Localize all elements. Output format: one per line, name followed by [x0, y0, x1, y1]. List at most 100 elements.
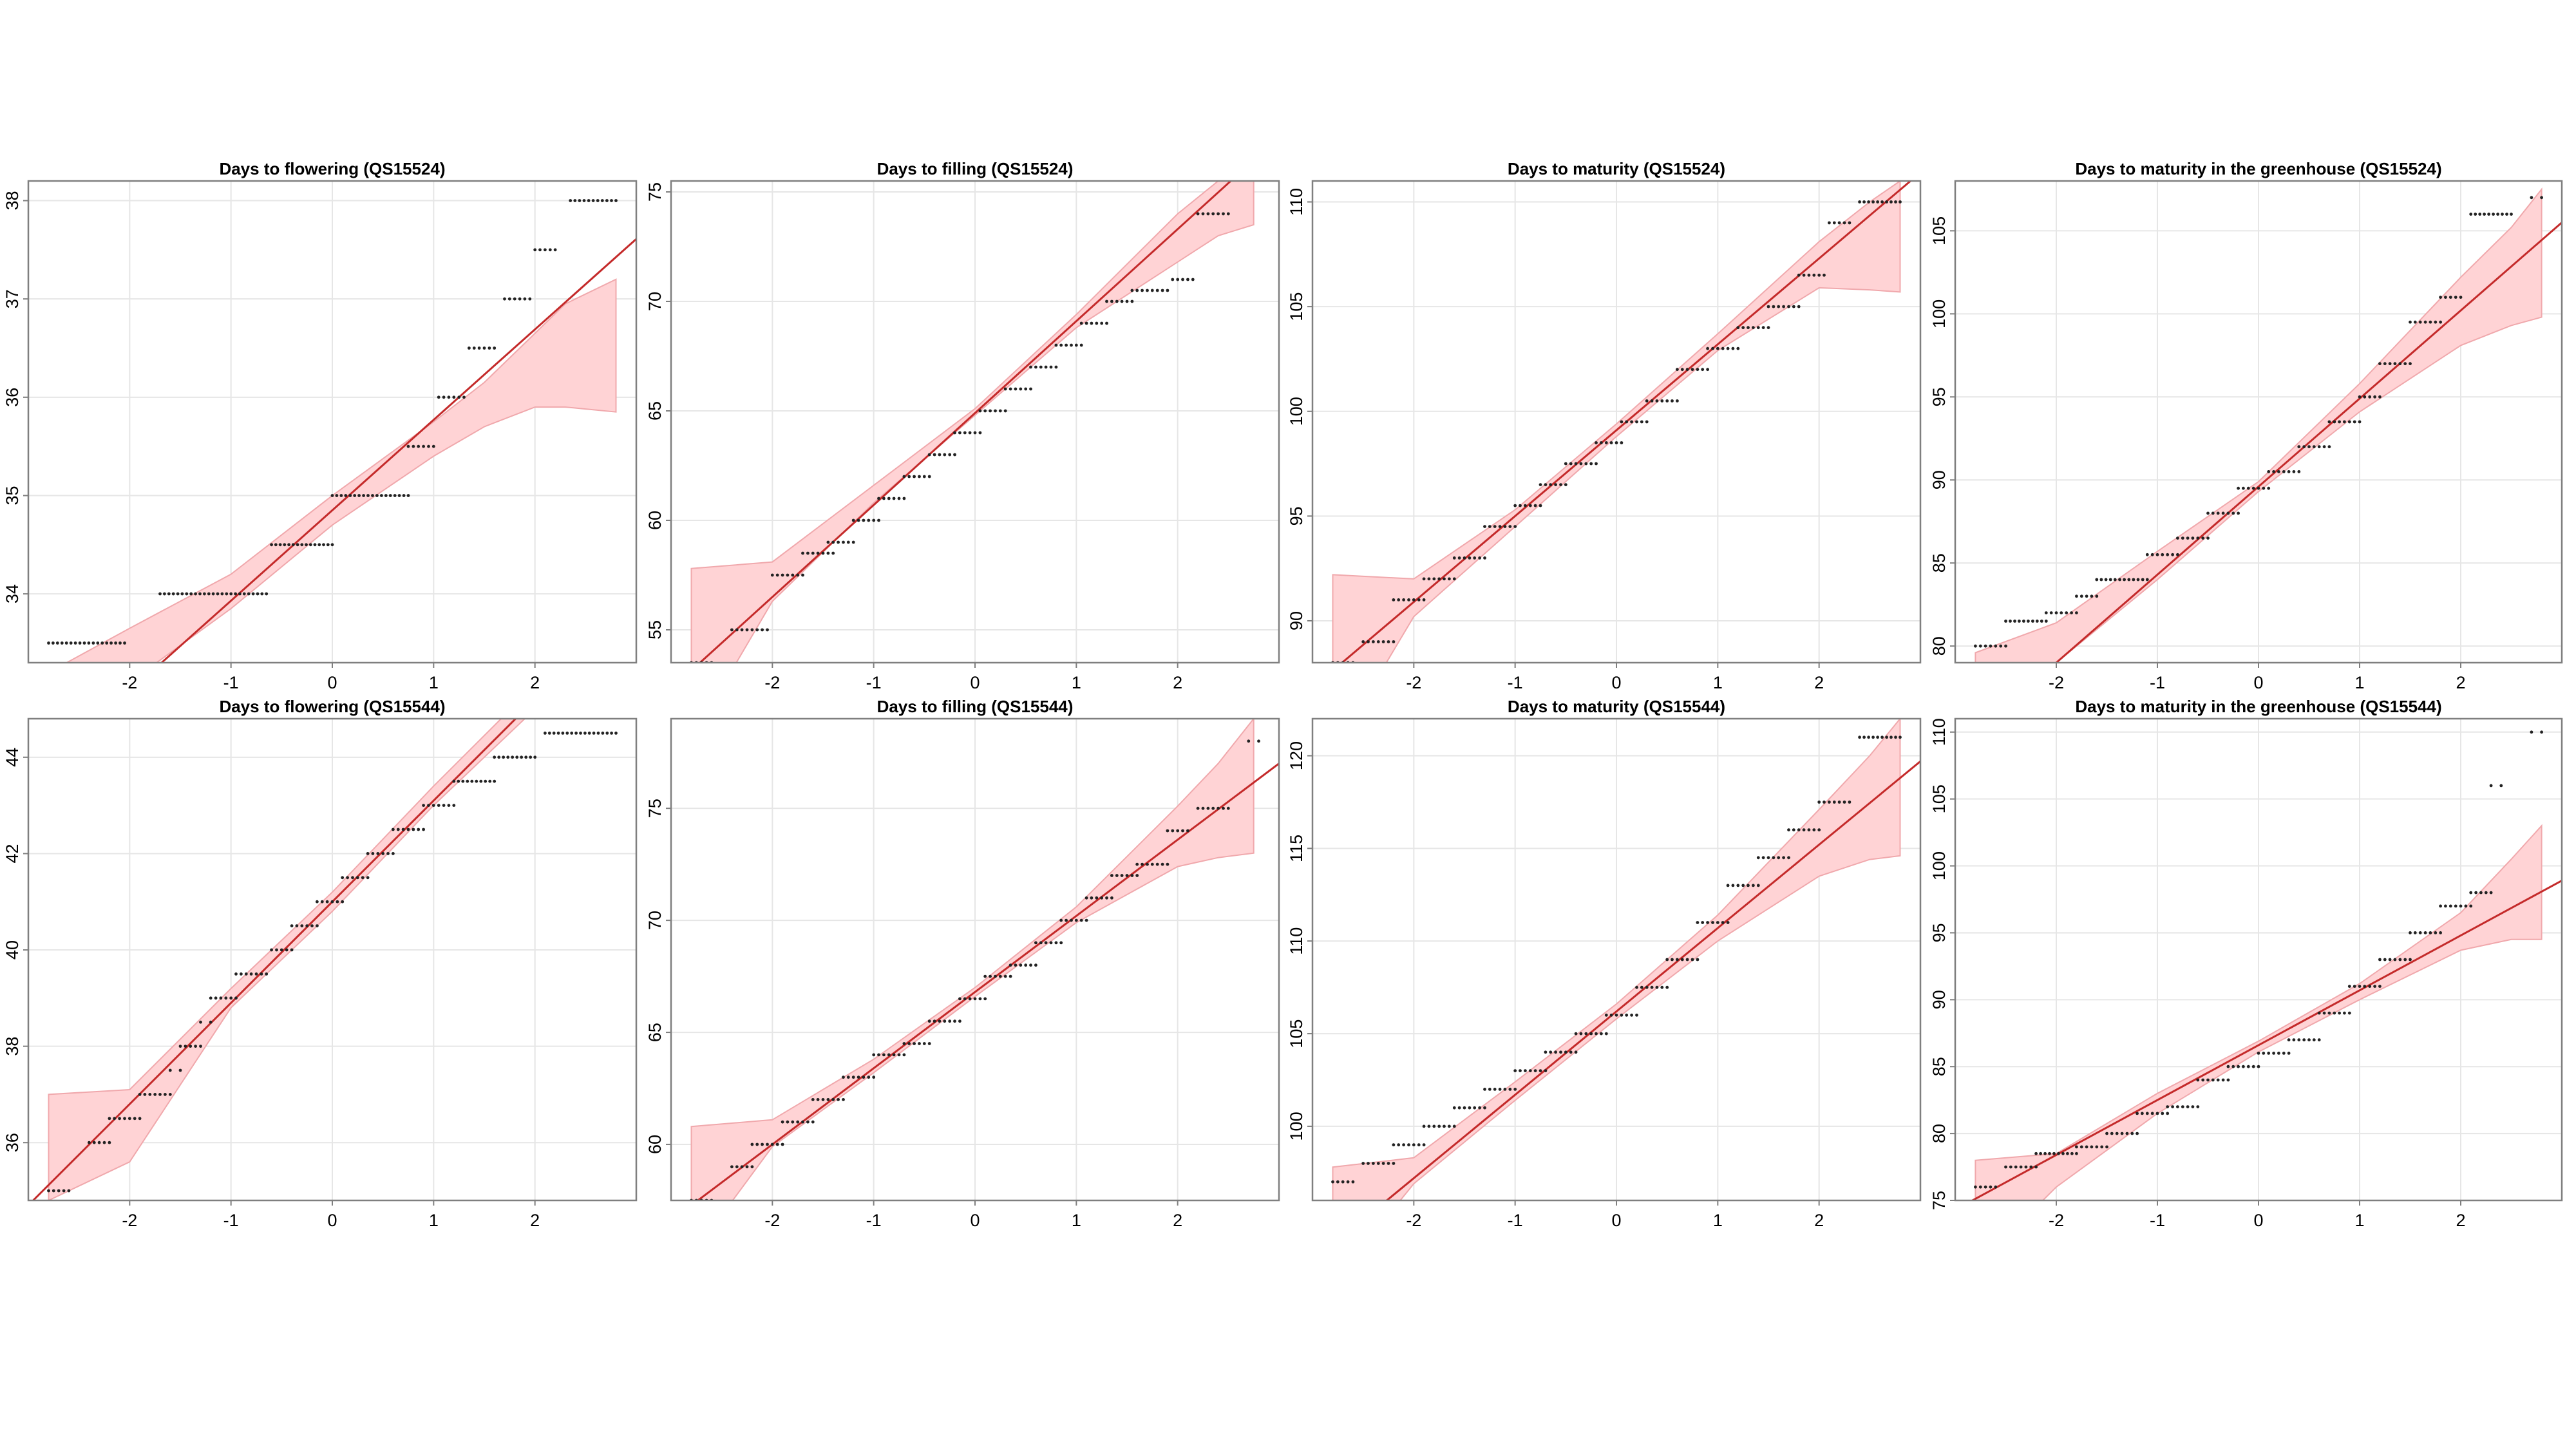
data-point [341, 900, 345, 904]
data-point [2444, 904, 2447, 908]
data-point [1372, 640, 1375, 643]
data-point [330, 494, 334, 497]
data-point [1640, 985, 1643, 989]
data-point [305, 543, 308, 547]
data-point [2004, 644, 2007, 648]
data-point [2171, 1105, 2175, 1108]
data-point [770, 1142, 774, 1146]
data-point [2297, 445, 2301, 449]
data-point [1544, 1069, 1548, 1072]
data-point [1427, 577, 1431, 581]
y-tick-label: 110 [1929, 718, 1949, 746]
data-point [2388, 958, 2392, 961]
data-point [91, 641, 95, 645]
data-point [1206, 212, 1210, 216]
data-point [872, 518, 876, 522]
x-tick-label: 1 [1713, 673, 1723, 692]
data-point [1432, 577, 1436, 581]
data-point [2312, 1038, 2316, 1042]
data-point [355, 876, 359, 880]
data-point [2014, 1165, 2018, 1169]
data-point [1812, 273, 1816, 277]
data-point [1402, 1143, 1406, 1147]
data-point [2257, 1065, 2260, 1068]
data-point [1802, 828, 1806, 831]
data-point [194, 1045, 197, 1048]
data-point [392, 828, 395, 831]
data-point [447, 804, 451, 807]
data-point [1381, 640, 1385, 643]
data-point [2125, 1132, 2129, 1135]
data-point [2317, 1011, 2321, 1015]
data-point [591, 199, 595, 202]
data-point [2075, 611, 2078, 614]
data-point [1787, 856, 1790, 860]
data-point [544, 732, 547, 735]
x-tick-label: -1 [1508, 1211, 1523, 1230]
data-point [1407, 598, 1410, 601]
data-point [1186, 278, 1189, 281]
data-point [2201, 1078, 2205, 1082]
data-point [1615, 1013, 1618, 1017]
data-point [2166, 1105, 2170, 1108]
data-point [1726, 346, 1730, 350]
data-point [2221, 1078, 2225, 1082]
data-point [100, 641, 104, 645]
data-point [164, 1093, 167, 1096]
data-point [574, 732, 578, 735]
data-point [362, 494, 365, 497]
data-point [317, 543, 321, 547]
data-point [1463, 556, 1466, 560]
data-point [357, 494, 361, 497]
data-point [1387, 1162, 1390, 1165]
x-tick-label: 0 [327, 673, 337, 692]
x-tick-label: 1 [2354, 1211, 2364, 1230]
data-point [52, 1189, 55, 1193]
data-point [842, 1098, 845, 1101]
data-point [1747, 884, 1750, 887]
data-point [1346, 1180, 1350, 1184]
data-point [1493, 525, 1497, 528]
data-point [1483, 1106, 1486, 1110]
data-point [561, 732, 565, 735]
qq-reference-line [160, 238, 636, 663]
data-point [831, 551, 835, 555]
data-point [2277, 1052, 2280, 1055]
data-point [2292, 1038, 2296, 1042]
data-point [1196, 212, 1200, 216]
data-point [2317, 445, 2321, 449]
data-point [322, 543, 325, 547]
data-point [1544, 483, 1548, 486]
data-point [1508, 1088, 1512, 1091]
data-point [973, 431, 977, 435]
data-point [1549, 483, 1553, 486]
panel-title: Days to filling (QS15544) [877, 697, 1074, 716]
data-point [2004, 620, 2007, 623]
data-point [1452, 1106, 1456, 1110]
data-point [1196, 806, 1200, 810]
x-tick-label: 2 [1173, 673, 1182, 692]
data-point [482, 346, 486, 350]
data-point [2040, 620, 2043, 623]
data-point [2136, 1112, 2139, 1115]
confidence-band [48, 719, 526, 1200]
data-point [422, 804, 425, 807]
data-point [2108, 578, 2112, 582]
data-point [1115, 874, 1119, 877]
data-point [2105, 1145, 2108, 1149]
data-point [1782, 856, 1786, 860]
data-point [2095, 1145, 2099, 1149]
data-point [2469, 904, 2473, 908]
data-point [371, 494, 374, 497]
data-point [1620, 1013, 1624, 1017]
x-tick-label: -2 [122, 673, 137, 692]
data-point [2132, 578, 2136, 582]
data-point [1478, 556, 1482, 560]
data-point [1090, 321, 1094, 325]
plot-area [1312, 719, 1920, 1200]
data-point [2206, 536, 2210, 540]
data-point [2049, 611, 2053, 614]
data-point [1797, 305, 1801, 308]
data-point [475, 779, 478, 783]
data-point [1974, 1185, 1977, 1189]
